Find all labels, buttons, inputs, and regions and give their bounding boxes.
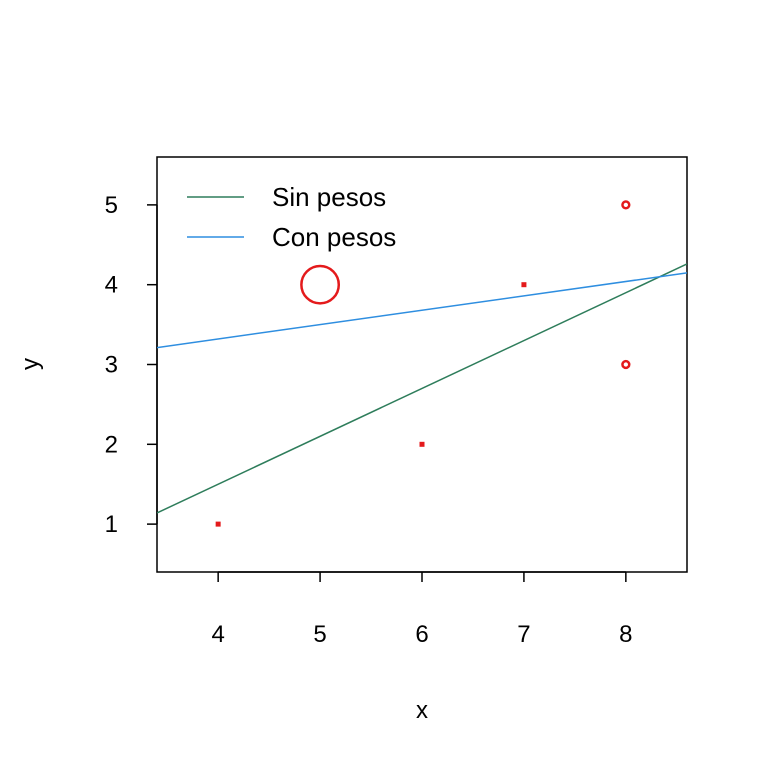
data-point bbox=[621, 359, 631, 370]
y-tick-label: 2 bbox=[105, 431, 118, 458]
data-point bbox=[419, 441, 425, 447]
y-axis: 1 2 3 4 5 bbox=[105, 192, 158, 538]
data-points bbox=[215, 200, 631, 527]
series-line-1 bbox=[157, 263, 687, 514]
x-tick-label: 4 bbox=[211, 621, 224, 648]
legend-label-1: Sin pesos bbox=[272, 182, 386, 212]
x-axis: 4 5 6 7 8 bbox=[211, 571, 633, 648]
x-tick-label: 6 bbox=[415, 621, 428, 648]
series-line-2 bbox=[157, 272, 687, 349]
x-tick-label: 7 bbox=[517, 621, 530, 648]
x-tick-label: 5 bbox=[313, 621, 326, 648]
data-point bbox=[521, 282, 527, 288]
y-tick-label: 3 bbox=[105, 352, 118, 379]
y-axis-title: y bbox=[17, 358, 44, 370]
data-point bbox=[215, 521, 221, 527]
y-tick-label: 4 bbox=[105, 272, 118, 299]
legend: Sin pesos Con pesos bbox=[187, 182, 396, 252]
y-tick-label: 1 bbox=[105, 511, 118, 538]
x-axis-title: x bbox=[416, 697, 428, 724]
data-point bbox=[300, 264, 341, 305]
plot-frame bbox=[156, 156, 688, 573]
regression-lines bbox=[157, 263, 687, 514]
y-tick-label: 5 bbox=[105, 192, 118, 219]
legend-label-2: Con pesos bbox=[272, 222, 396, 252]
x-tick-label: 8 bbox=[619, 621, 632, 648]
data-point bbox=[621, 200, 631, 210]
